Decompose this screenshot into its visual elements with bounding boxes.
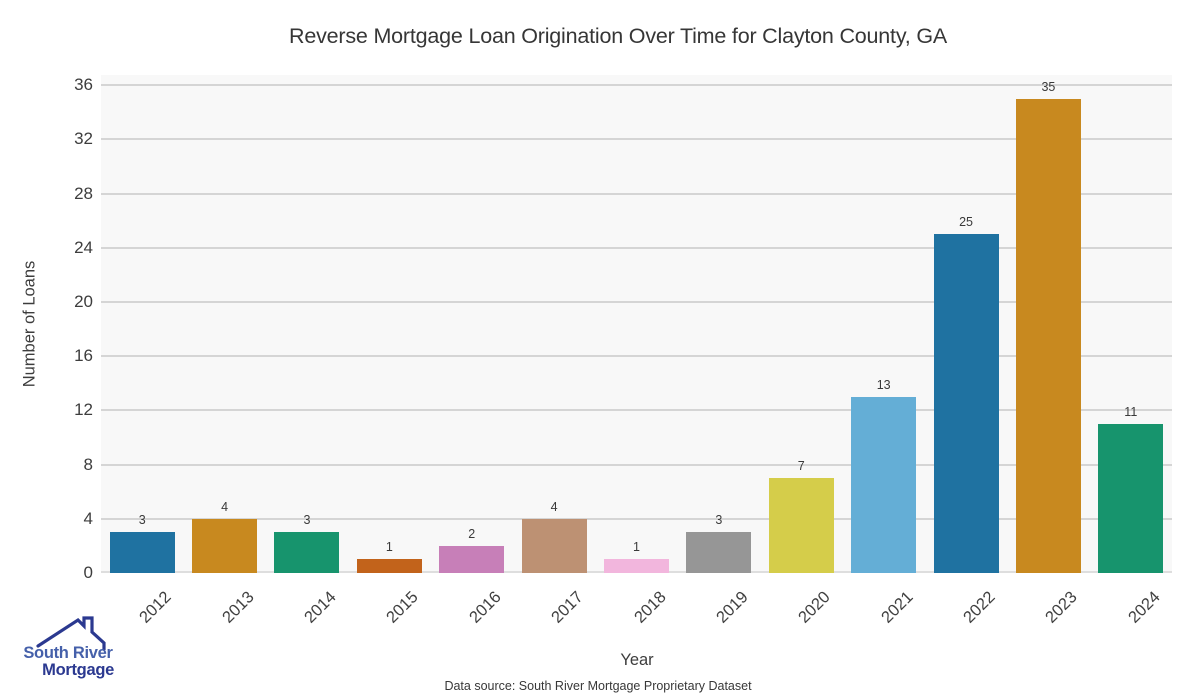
- x-tick-label: 2020: [795, 588, 834, 627]
- bar-value-label: 1: [385, 540, 393, 555]
- bar-value-label: 3: [138, 513, 146, 528]
- y-tick-label: 36: [74, 75, 93, 95]
- bar-2024: [1098, 423, 1164, 573]
- bar-2020: [768, 478, 834, 573]
- y-tick-label: 24: [74, 237, 93, 257]
- gridline: [101, 246, 1172, 249]
- gridline: [101, 517, 1172, 520]
- gridline: [101, 84, 1172, 87]
- bar-2014: [274, 532, 340, 573]
- x-tick-label: 2017: [548, 588, 587, 627]
- x-tick-label: 2021: [877, 588, 917, 627]
- gridline: [101, 355, 1172, 358]
- y-tick-label: 4: [83, 508, 93, 528]
- south-river-mortgage-logo: South River Mortgage: [18, 616, 118, 680]
- bar-2013: [192, 518, 258, 573]
- y-tick-label: 32: [74, 129, 93, 149]
- x-tick-label: 2022: [960, 588, 999, 627]
- y-tick-label: 16: [74, 346, 93, 366]
- y-tick-label: 28: [74, 183, 93, 203]
- gridline: [101, 409, 1172, 412]
- y-tick-label: 8: [83, 454, 93, 474]
- bar-value-label: 7: [797, 459, 805, 474]
- bar-2019: [686, 532, 752, 573]
- bar-2023: [1015, 98, 1081, 573]
- y-tick-label: 20: [74, 292, 93, 311]
- x-axis-label: Year: [620, 651, 654, 669]
- bar-value-label: 11: [1124, 404, 1138, 419]
- logo-text-line1: South River: [23, 644, 113, 662]
- bar-value-label: 4: [221, 499, 229, 514]
- gridline: [101, 138, 1172, 141]
- x-tick-label: 2019: [712, 588, 752, 627]
- bar-value-label: 25: [959, 215, 973, 230]
- bar-2021: [851, 396, 917, 573]
- x-tick-label: 2015: [383, 588, 423, 627]
- bar-2017: [521, 518, 587, 573]
- bar-value-label: 3: [715, 513, 723, 528]
- x-tick-label: 2024: [1124, 588, 1164, 627]
- bar-value-label: 4: [550, 499, 558, 514]
- bar-value-label: 35: [1041, 79, 1056, 94]
- bar-2016: [439, 545, 505, 573]
- x-tick-label: 2014: [300, 588, 340, 627]
- gridline: [101, 192, 1172, 195]
- plot-area: 3 4 3 1 2 4 1 3 7 13 25 35 11: [101, 75, 1172, 573]
- gridline: [101, 463, 1172, 466]
- logo-text-line2: Mortgage: [42, 661, 114, 679]
- bar-2018: [604, 559, 669, 573]
- x-tick-label: 2013: [218, 588, 258, 627]
- gridline: [101, 301, 1172, 303]
- bar-value-label: 2: [468, 526, 476, 541]
- bar-2012: [109, 532, 175, 573]
- y-tick-label: 0: [83, 563, 93, 582]
- y-tick-label: 12: [74, 400, 93, 420]
- bar-value-label: 3: [303, 513, 311, 528]
- chart-title: Reverse Mortgage Loan Origination Over T…: [289, 24, 947, 48]
- bar-value-label: 1: [633, 540, 640, 555]
- x-tick-label: 2016: [465, 588, 505, 627]
- y-axis-label: Number of Loans: [20, 260, 39, 388]
- house-roof-icon: [36, 616, 106, 650]
- bar-2022: [933, 234, 999, 573]
- x-tick-label: 2023: [1042, 588, 1082, 627]
- data-source-note: Data source: South River Mortgage Propri…: [444, 679, 752, 693]
- bar-value-label: 13: [876, 377, 891, 392]
- bar-2015: [356, 559, 422, 573]
